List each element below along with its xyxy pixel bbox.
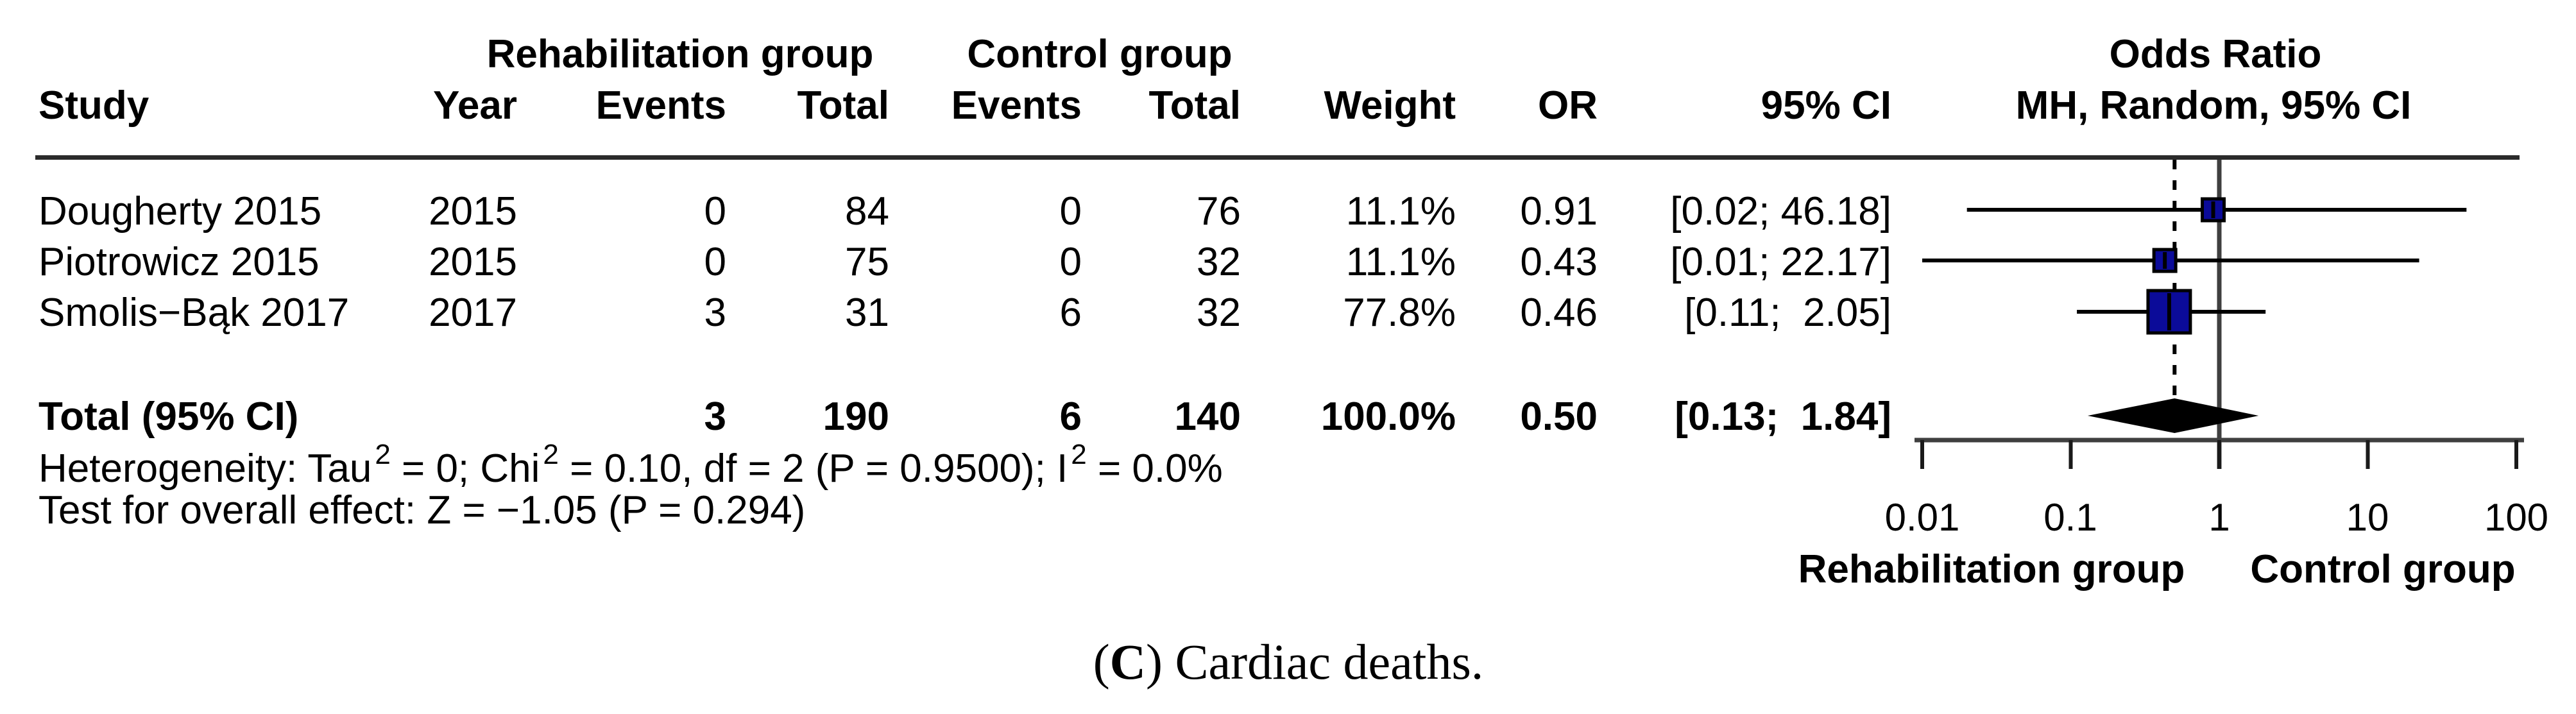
weight-value: 77.8% [1343,291,1456,335]
col-header-year: Year [432,83,517,128]
ci-value: [0.11; 2.05] [1684,291,1891,335]
axis-tick-label: 100 [2484,496,2549,539]
total-rehab: 75 [845,240,889,284]
total-total-rehab: 190 [823,395,889,439]
or-value: 0.46 [1520,291,1598,335]
axis-tick-label: 0.01 [1884,496,1960,539]
total-events-control: 6 [1059,395,1082,439]
favours-left-label: Rehabilitation group [1798,547,2185,591]
het-text: = 0; Chi [390,446,540,491]
het-text: = 0.0% [1086,446,1223,491]
ci-value: [0.02; 46.18] [1670,189,1891,234]
caption-text: ) Cardiac deaths. [1146,634,1484,690]
het-text: = 0.10, df = 2 (P = 0.9500); I [558,446,1068,491]
study-name: Piotrowicz 2015 [38,240,320,284]
total-control: 32 [1197,291,1241,335]
rehab-group-header: Rehabilitation group [486,32,874,76]
total-total-control: 140 [1174,395,1241,439]
total-control: 32 [1197,240,1241,284]
col-header-total-control: Total [1148,83,1241,128]
overall-effect-note: Test for overall effect: Z = −1.05 (P = … [38,488,806,532]
total-rehab: 31 [845,291,889,335]
weight-value: 11.1% [1345,240,1456,284]
study-name: Dougherty 2015 [38,189,322,234]
axis-tick-label: 1 [2208,496,2230,539]
col-header-events-control: Events [951,83,1082,128]
het-sup: 2 [1071,439,1087,470]
favours-right-label: Control group [2250,547,2516,591]
col-header-weight: Weight [1324,83,1456,128]
total-ci: [0.13; 1.84] [1675,395,1891,439]
het-text: Heterogeneity: Tau [38,446,372,491]
events-rehab: 0 [704,189,726,234]
total-events-rehab: 3 [704,395,726,439]
col-header-ci: 95% CI [1761,83,1891,128]
events-control: 0 [1059,189,1082,234]
heterogeneity-note: Heterogeneity: Tau 2 = 0; Chi 2 = 0.10, df… [38,441,1223,491]
total-weight: 100.0% [1320,395,1456,439]
col-header-or: OR [1538,83,1598,128]
control-group-header: Control group [967,32,1233,76]
study-year: 2015 [429,189,517,234]
study-year: 2015 [429,240,517,284]
or-value: 0.91 [1520,189,1598,234]
axis-tick-label: 0.1 [2043,496,2097,539]
total-rehab: 84 [845,189,889,234]
study-year: 2017 [429,291,517,335]
header-rule [35,155,2520,160]
effect-measure-title: Odds Ratio [2109,32,2322,76]
caption-paren: ( [1093,634,1110,690]
axis-tick-label: 10 [2346,496,2389,539]
col-header-study: Study [38,83,149,128]
caption-letter: C [1109,634,1147,690]
total-or: 0.50 [1520,395,1598,439]
col-header-total-rehab: Total [797,83,890,128]
or-value: 0.43 [1520,240,1598,284]
total-control: 76 [1197,189,1241,234]
ci-value: [0.01; 22.17] [1670,240,1891,284]
het-sup: 2 [375,439,391,470]
events-rehab: 3 [704,291,726,335]
weight-value: 11.1% [1345,189,1456,234]
col-header-mh-model: MH, Random, 95% CI [2015,83,2412,128]
events-rehab: 0 [704,240,726,284]
het-sup: 2 [543,439,559,470]
events-control: 0 [1059,240,1082,284]
figure-caption: (C) Cardiac deaths. [1093,637,1484,687]
col-header-events-rehab: Events [595,83,726,128]
total-label: Total (95% CI) [38,395,299,439]
pooled-diamond [2087,398,2259,433]
study-name: Smolis−Bąk 2017 [38,291,350,335]
events-control: 6 [1059,291,1082,335]
